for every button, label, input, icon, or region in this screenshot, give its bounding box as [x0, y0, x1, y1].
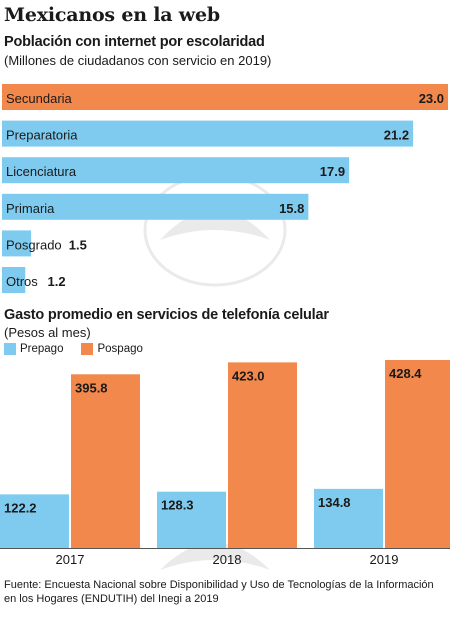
category-label: Licenciatura [6, 164, 77, 179]
category-label: Primaria [6, 201, 55, 216]
chart2-legend: Prepago Pospago [4, 343, 161, 355]
value-label: 428.4 [389, 366, 422, 381]
category-label: Secundaria [6, 91, 73, 106]
bar-pospago-2018 [228, 362, 297, 548]
bar-posgrado [2, 230, 32, 257]
category-label: Posgrado [6, 237, 62, 252]
value-label: 134.8 [318, 495, 351, 510]
bar-pospago-2017 [71, 374, 140, 548]
category-label: Preparatoria [6, 128, 78, 143]
bar-secundaria [2, 84, 448, 110]
x-tick-label: 2019 [370, 552, 399, 567]
bar-group-secundaria: Secundaria 23.0 [2, 84, 448, 110]
schooling-bar-chart: Secundaria 23.0 Preparatoria 21.2 Licenciatu… [2, 84, 448, 293]
source-note: Fuente: Encuesta Nacional sobre Disponib… [4, 579, 434, 605]
bar-primaria [2, 193, 309, 220]
value-label: 17.9 [320, 164, 345, 179]
category-label: Otros [6, 274, 38, 289]
chart2-title: Gasto promedio en servicios de telefonía… [4, 307, 329, 323]
chart1-title: Población con internet por escolaridad [4, 34, 265, 50]
value-label: 122.2 [4, 500, 37, 515]
legend-item-prepago: Prepago [4, 343, 63, 355]
value-label: 1.2 [48, 274, 66, 289]
value-label: 128.3 [161, 498, 194, 513]
bar-licenciatura [2, 157, 350, 184]
phone-spending-bar-chart: 122.2 395.8 2017 128.3 423.0 2018 134.8 428.4 20… [0, 360, 450, 567]
value-label: 15.8 [279, 201, 304, 216]
year-group-2017: 122.2 395.8 2017 [0, 374, 140, 567]
seal-watermark-2 [160, 542, 270, 570]
bar-group-preparatoria: Preparatoria 21.2 [2, 120, 414, 147]
bar-group-licenciatura: Licenciatura 17.9 [2, 157, 350, 184]
x-tick-label: 2018 [213, 552, 242, 567]
bar-otros [2, 267, 26, 293]
bar-group-primaria: Primaria 15.8 [2, 193, 309, 220]
legend-swatch-pospago [81, 343, 94, 355]
legend-item-pospago: Pospago [81, 343, 143, 355]
bar-preparatoria [2, 120, 414, 147]
legend-swatch-prepago [4, 343, 16, 355]
year-group-2019: 134.8 428.4 2019 [314, 360, 450, 567]
year-group-2018: 128.3 423.0 2018 [157, 362, 297, 567]
bar-group-otros: Otros 1.2 [2, 267, 66, 293]
value-label: 395.8 [75, 380, 108, 395]
page-title: Mexicanos en la web [4, 4, 220, 26]
bar-prepago-2017 [0, 494, 69, 548]
value-label: 21.2 [384, 128, 409, 143]
bar-group-posgrado: Posgrado 1.5 [2, 230, 87, 257]
legend-label-prepago: Prepago [20, 343, 64, 355]
value-label: 423.0 [232, 368, 265, 383]
chart2-subtitle: (Pesos al mes) [4, 325, 91, 340]
chart1-subtitle: (Millones de ciudadanos con servicio en … [4, 53, 272, 68]
bar-prepago-2018 [157, 491, 226, 548]
value-label: 1.5 [69, 237, 87, 252]
x-tick-label: 2017 [56, 552, 85, 567]
legend-label-pospago: Pospago [97, 343, 143, 355]
bar-prepago-2019 [314, 488, 383, 548]
bar-pospago-2019 [385, 360, 450, 548]
value-label: 23.0 [419, 91, 444, 106]
